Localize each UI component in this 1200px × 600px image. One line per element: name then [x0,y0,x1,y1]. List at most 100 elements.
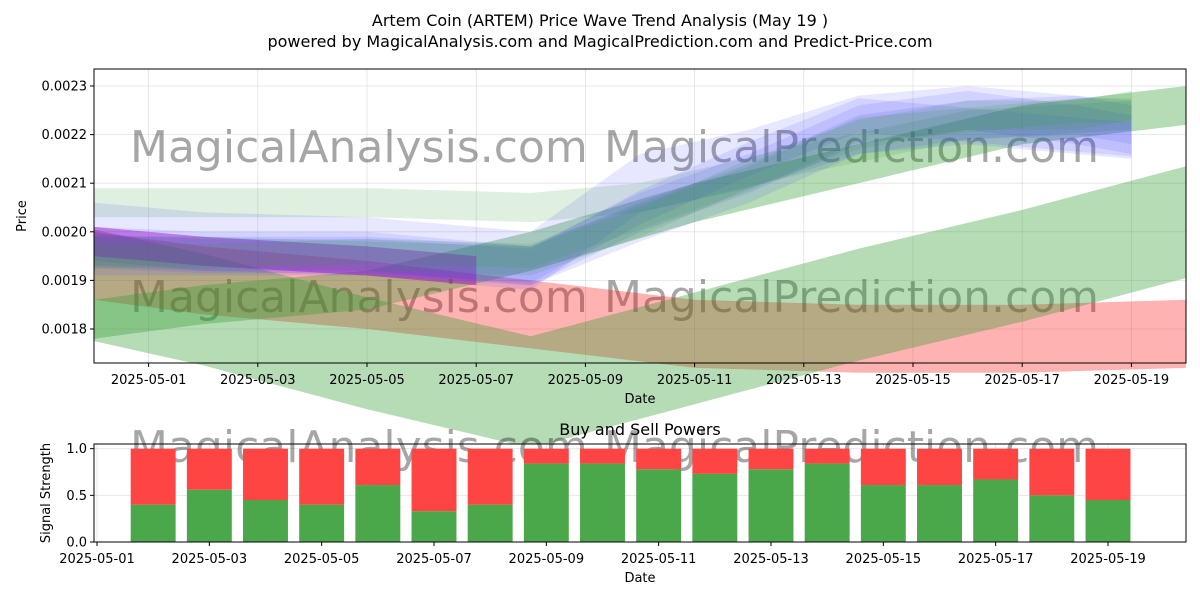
price-x-tick-label: 2025-05-03 [220,373,296,388]
watermark-text: MagicalAnalysis.com [130,122,588,173]
sell-power-bar [1029,448,1075,496]
watermark-text: MagicalPrediction.com [604,272,1099,323]
buy-power-bar [692,473,738,542]
price-y-tick-label: 0.0018 [42,322,88,337]
price-wave-band [94,166,1186,448]
price-plot: MagicalAnalysis.com MagicalPrediction.com… [15,68,1187,448]
signal-x-tick-label: 2025-05-07 [396,552,472,567]
buy-power-bar [804,463,850,542]
signal-y-tick-label: 0.5 [66,489,87,504]
sell-power-bar [467,448,513,505]
price-x-tick-label: 2025-05-09 [548,373,624,388]
price-wave-band [94,90,1132,286]
price-wave-band [94,226,477,286]
chart-title: Artem Coin (ARTEM) Price Wave Trend Anal… [372,11,828,30]
price-x-ticks: 2025-05-01 2025-05-03 2025-05-05 2025-05-07… [111,363,1169,388]
sell-power-bar [186,448,232,490]
sell-power-bar [411,448,457,512]
price-wave-band [94,90,1132,276]
sell-power-bar [130,448,176,505]
price-plot-frame [93,68,1187,364]
price-x-tick-label: 2025-05-19 [1094,373,1170,388]
buy-power-bar [186,489,232,542]
sell-power-bar [523,448,569,464]
buy-power-bar [860,485,906,542]
price-y-tick-label: 0.0019 [42,274,88,289]
sell-power-bar [580,448,625,464]
watermark-text: MagicalAnalysis.com [130,272,588,323]
watermark-text: MagicalPrediction.com [604,122,1099,173]
price-y-ticks: 0.0018 0.0019 0.0020 0.0021 0.0022 0.0023 [42,80,94,337]
price-x-tick-label: 2025-05-15 [875,373,951,388]
sell-power-bar [636,448,682,470]
price-x-axis-label: Date [624,392,655,407]
sell-power-bar [355,448,401,486]
buy-power-bar [580,463,625,542]
price-x-tick-label: 2025-05-05 [329,373,405,388]
sell-power-bar [917,448,962,486]
signal-plot-frame [93,443,1187,543]
buy-power-bar [299,504,345,542]
buy-power-bar [523,463,569,542]
sell-power-bar [243,448,288,500]
price-y-tick-label: 0.0023 [42,80,88,95]
sell-power-bar [860,448,906,486]
signal-x-tick-label: 2025-05-03 [172,552,248,567]
signal-x-tick-label: 2025-05-13 [733,552,809,567]
signal-y-axis-label: Signal Strength [39,443,54,543]
signal-y-tick-label: 1.0 [66,442,87,457]
buy-power-bar [636,469,682,542]
price-x-tick-label: 2025-05-13 [766,373,842,388]
buy-power-bar [355,485,401,542]
sell-power-bar [299,448,345,505]
signal-plot: Buy and Sell Powers MagicalAnalysis.com M… [39,420,1187,586]
price-y-tick-label: 0.0022 [42,128,88,143]
buy-power-bar [1085,500,1131,542]
signal-bars [130,448,1131,542]
sell-power-bar [973,448,1019,480]
price-y-tick-label: 0.0020 [42,225,88,240]
signal-x-tick-label: 2025-05-15 [846,552,922,567]
chart-subtitle: powered by MagicalAnalysis.com and Magic… [267,32,932,51]
signal-x-tick-label: 2025-05-01 [59,552,135,567]
price-wave-band [94,95,1132,286]
price-x-tick-label: 2025-05-11 [657,373,733,388]
signal-x-ticks: 2025-05-01 2025-05-03 2025-05-05 2025-05-07… [59,542,1146,567]
price-wave-band [94,98,1132,283]
price-grid [94,69,1186,363]
sell-power-bar [804,448,850,464]
sell-power-bar [692,448,738,474]
price-watermarks: MagicalAnalysis.com MagicalPrediction.com… [130,122,1099,323]
sell-power-bar [1085,448,1131,500]
price-bands [94,86,1186,448]
signal-y-tick-label: 0.0 [66,536,87,551]
signal-x-tick-label: 2025-05-05 [284,552,360,567]
buy-power-bar [973,479,1019,542]
price-x-tick-label: 2025-05-01 [111,373,187,388]
signal-y-ticks: 0.0 0.5 1.0 [66,442,94,551]
signal-x-tick-label: 2025-05-09 [509,552,585,567]
price-wave-band [94,86,1186,339]
buy-power-bar [748,469,794,542]
signal-x-axis-label: Date [624,571,655,586]
buy-power-bar [1029,495,1075,542]
signal-x-tick-label: 2025-05-19 [1070,552,1146,567]
price-x-tick-label: 2025-05-07 [438,373,514,388]
signal-x-tick-label: 2025-05-17 [958,552,1034,567]
buy-power-bar [467,504,513,542]
buy-power-bar [917,485,962,542]
price-wave-band [94,98,1132,269]
price-y-axis-label: Price [15,200,30,232]
price-wave-band [94,100,1132,223]
price-x-tick-label: 2025-05-17 [984,373,1060,388]
price-plot-background [94,69,1186,363]
price-wave-band [94,86,1132,291]
buy-power-bar [130,504,176,542]
signal-x-tick-label: 2025-05-11 [621,552,697,567]
price-wave-band [94,231,1186,373]
price-y-tick-label: 0.0021 [42,177,88,192]
signal-chart-title: Buy and Sell Powers [559,420,721,439]
buy-power-bar [243,500,288,542]
sell-power-bar [748,448,794,470]
